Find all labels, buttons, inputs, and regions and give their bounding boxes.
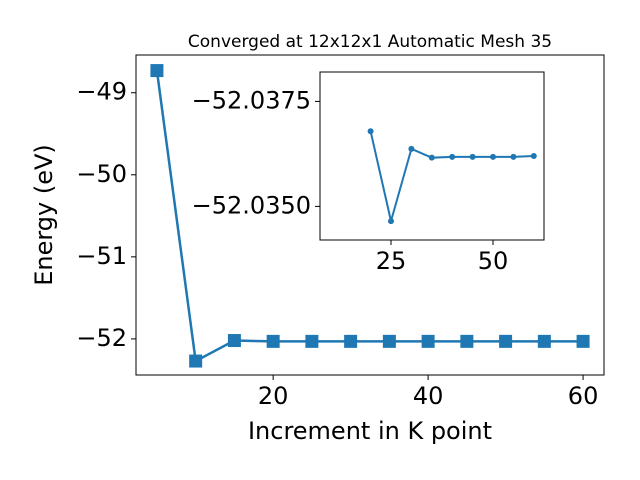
- x-tick-label: 40: [413, 382, 444, 410]
- y-tick-label: −52.0375: [192, 86, 311, 114]
- y-tick-label: −51: [76, 242, 127, 270]
- marker: [449, 153, 456, 160]
- marker: [530, 153, 537, 159]
- marker: [387, 218, 394, 225]
- y-tick-label: −52.0350: [192, 191, 311, 219]
- plot-data: [150, 64, 590, 368]
- marker: [428, 154, 435, 161]
- axes-frame: [135, 54, 605, 376]
- marker: [382, 334, 396, 348]
- marker: [499, 334, 513, 348]
- y-axis-label: Energy (eV): [30, 144, 58, 286]
- marker: [421, 334, 435, 348]
- axes-frame: [319, 71, 545, 241]
- marker: [344, 334, 358, 348]
- marker: [305, 334, 319, 348]
- y-tick-label: −49: [76, 78, 127, 106]
- x-axis-label: Increment in K point: [248, 417, 492, 445]
- marker: [460, 334, 474, 348]
- marker: [227, 334, 241, 348]
- marker: [367, 128, 374, 135]
- marker: [576, 334, 590, 348]
- chart-title: Converged at 12x12x1 Automatic Mesh 35: [188, 32, 552, 52]
- marker: [489, 153, 496, 160]
- plot-data: [367, 128, 537, 225]
- x-tick-label: 60: [568, 382, 599, 410]
- y-tick-label: −52: [76, 324, 127, 352]
- marker: [150, 64, 164, 78]
- marker: [408, 145, 415, 152]
- y-tick-label: −50: [76, 160, 127, 188]
- marker: [189, 354, 203, 368]
- marker: [469, 153, 476, 160]
- marker: [537, 334, 551, 348]
- marker: [510, 153, 517, 160]
- x-tick-label: 20: [258, 382, 289, 410]
- x-tick-label: 50: [478, 247, 509, 275]
- x-tick-label: 25: [376, 247, 407, 275]
- marker: [266, 334, 280, 348]
